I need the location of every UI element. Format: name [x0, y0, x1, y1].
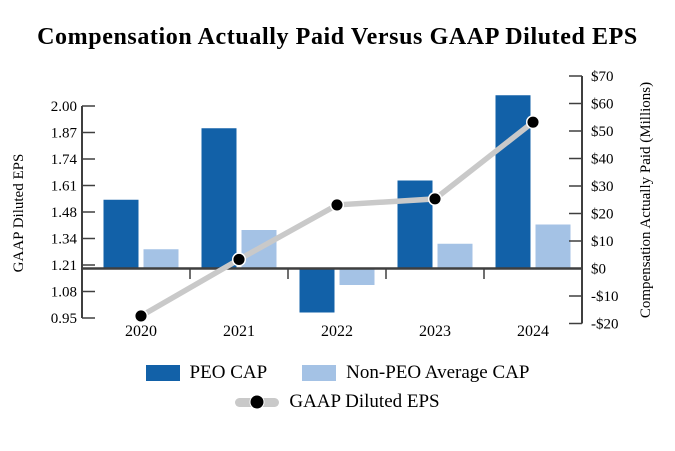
eps-marker-2023 [427, 191, 443, 206]
non-peo-cap-bar-2024 [535, 224, 571, 269]
right-axis-tick-label: $30 [591, 179, 614, 195]
peo-cap-bar-2023 [397, 180, 433, 269]
non-peo-cap-bar-2022 [339, 268, 375, 285]
eps-marker-icon [249, 394, 265, 410]
peo-cap-swatch [145, 365, 180, 381]
bars-layer [103, 95, 571, 313]
legend-spacer [267, 373, 302, 374]
left-axis-tick-label: 1.08 [51, 284, 77, 300]
right-axis-tick-label: $60 [591, 96, 614, 112]
peo-cap-bar-2022 [299, 268, 335, 313]
right-axis-tick-label: $20 [591, 206, 614, 222]
eps-marker-2020 [133, 308, 149, 324]
right-axis-tick-label: -$20 [591, 316, 619, 332]
legend: PEO CAP Non-PEO Average CAP GAAP Diluted… [0, 362, 675, 420]
left-axis-tick-label: 1.34 [51, 231, 78, 247]
left-axis-tick-label: 1.61 [51, 178, 77, 194]
right-axis-tick-label: -$10 [591, 289, 619, 305]
year-label-2022: 2022 [321, 323, 353, 340]
non-peo-cap-bar-2020 [143, 249, 179, 269]
axes-layer: 0.95 1.08 1.21 1.34 1.48 1.61 1.74 1.87 2.00 -$20… [51, 69, 619, 340]
left-axis-tick-label: 2.00 [51, 99, 77, 115]
non-peo-cap-bar-2023 [437, 243, 473, 269]
right-axis-tick-label: $0 [591, 261, 606, 277]
peo-cap-bar-2020 [103, 199, 139, 269]
left-axis-tick-label: 1.87 [51, 125, 78, 141]
left-axis-tick-label: 1.21 [51, 258, 77, 274]
right-axis-tick-label: $50 [591, 124, 614, 140]
chart-title: Compensation Actually Paid Versus GAAP D… [37, 24, 638, 50]
peo-cap-bar-2024 [495, 95, 531, 269]
left-axis-tick-label: 0.95 [51, 311, 77, 327]
right-axis-title: Compensation Actually Paid (Millions) [638, 82, 654, 318]
eps-marker-2021 [231, 252, 247, 267]
left-axis-tick-label: 1.74 [51, 152, 78, 168]
eps-line-layer [133, 115, 541, 324]
eps-line-swatch [235, 394, 280, 410]
right-axis-tick-label: $70 [591, 69, 614, 85]
right-axis-tick-label: $40 [591, 151, 614, 167]
year-label-2021: 2021 [223, 323, 255, 340]
eps-line [139, 119, 535, 319]
legend-row-bars: PEO CAP Non-PEO Average CAP [0, 362, 675, 384]
non-peo-cap-swatch [302, 365, 337, 381]
chart-plot-area: 0.95 1.08 1.21 1.34 1.48 1.61 1.74 1.87 2.00 -$20… [11, 69, 654, 340]
peo-cap-bar-2021 [201, 128, 237, 269]
year-label-2023: 2023 [419, 323, 451, 340]
eps-marker-2022 [329, 197, 345, 212]
legend-row-line: GAAP Diluted EPS [0, 391, 675, 413]
peo-cap-legend-label: PEO CAP [189, 362, 268, 383]
year-label-2024: 2024 [517, 323, 549, 340]
non-peo-cap-legend-label: Non-PEO Average CAP [346, 362, 530, 383]
eps-marker-2024 [525, 115, 541, 130]
eps-legend-label: GAAP Diluted EPS [289, 391, 440, 412]
left-axis-tick-label: 1.48 [51, 205, 77, 221]
year-label-2020: 2020 [125, 323, 157, 340]
right-axis-tick-label: $10 [591, 234, 614, 250]
left-axis-title: GAAP Diluted EPS [11, 154, 27, 273]
